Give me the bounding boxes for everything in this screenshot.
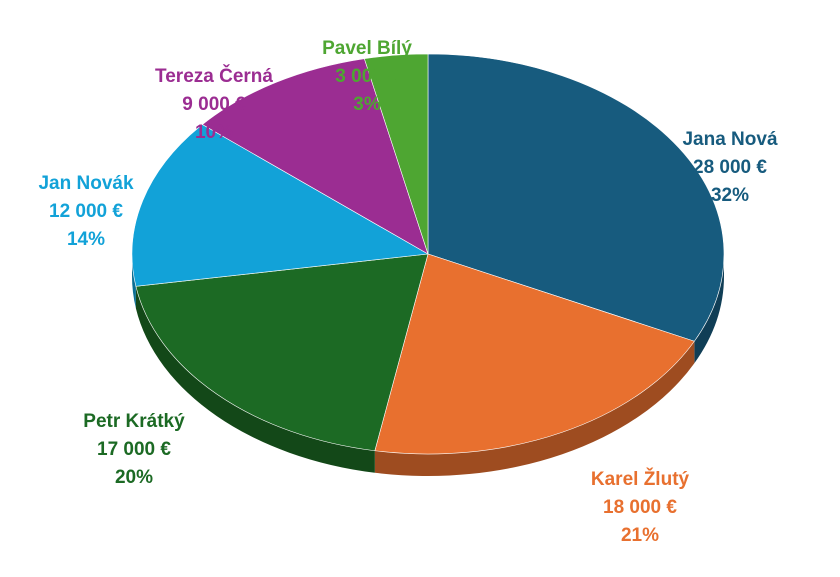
category-label: Tereza Černá <box>155 66 273 87</box>
value-label: 3 000 € <box>335 66 399 87</box>
pie-slice-1 <box>374 253 695 455</box>
percent-label: 32% <box>710 185 750 206</box>
category-label: Karel Žlutý <box>590 469 690 490</box>
percent-label: 21% <box>620 525 660 546</box>
value-label: 12 000 € <box>49 201 123 222</box>
category-label: Jana Nová <box>682 129 778 150</box>
category-label: Pavel Bílý <box>322 38 412 59</box>
pie-slices <box>131 53 725 455</box>
data-label-karel-zluty: Karel Žlutý 18 000 € 21% <box>591 466 689 550</box>
pie-slice-5 <box>363 53 429 255</box>
side-wall-0 <box>694 254 724 364</box>
category-label: Petr Krátký <box>83 411 185 432</box>
category-label: Jan Novák <box>38 173 134 194</box>
data-label-jan-novak: Jan Novák 12 000 € 14% <box>38 170 133 254</box>
data-label-pavel-bily: Pavel Bílý 3 000 € 3% <box>322 35 412 119</box>
side-wall-2 <box>135 286 375 473</box>
data-label-jana-nova: Jana Nová 28 000 € 32% <box>682 126 777 210</box>
value-label: 9 000 € <box>182 94 246 115</box>
value-label: 17 000 € <box>97 439 171 460</box>
side-wall-1 <box>374 341 695 476</box>
value-label: 28 000 € <box>693 157 767 178</box>
data-label-tereza-cerna: Tereza Černá 9 000 € 10% <box>155 63 273 147</box>
pie-side-walls <box>132 254 724 476</box>
pie-slice-3 <box>131 124 429 287</box>
value-label: 18 000 € <box>603 497 677 518</box>
percent-label: 10% <box>194 122 234 143</box>
data-label-petr-kratky: Petr Krátký 17 000 € 20% <box>83 408 184 492</box>
percent-label: 3% <box>353 94 381 115</box>
pie-slice-2 <box>135 253 429 452</box>
pie-slice-0 <box>427 53 725 342</box>
side-wall-3 <box>132 254 136 309</box>
percent-label: 20% <box>114 467 154 488</box>
percent-label: 14% <box>66 229 106 250</box>
pie-slice-4 <box>201 58 429 255</box>
